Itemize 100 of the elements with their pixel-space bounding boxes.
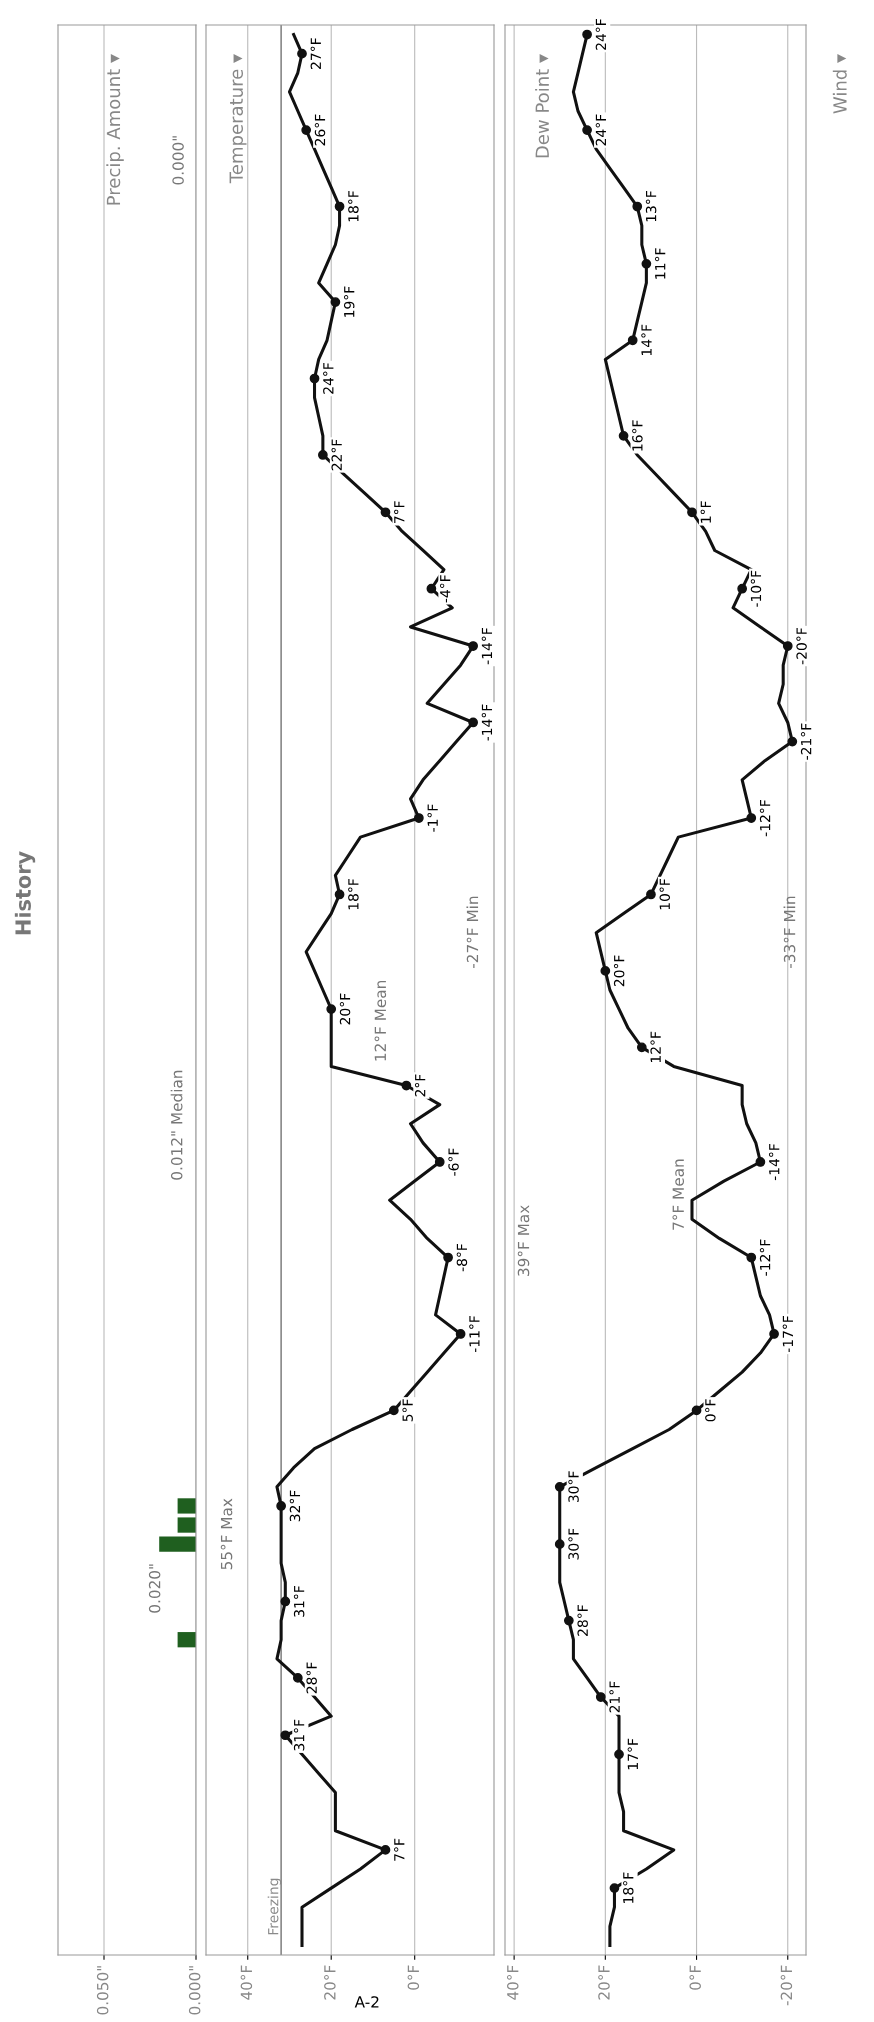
text: Precip. Amount ▾ xyxy=(106,54,124,205)
point xyxy=(600,966,611,976)
text: Temperature ▾ xyxy=(229,54,247,184)
ref-line-label: Freezing xyxy=(267,1878,282,1935)
data-label: -8°F xyxy=(456,1243,468,1272)
data-label: 0°F xyxy=(705,1399,716,1422)
data-label: 24°F xyxy=(595,19,606,50)
annotation: 0.020" xyxy=(148,1564,161,1613)
point xyxy=(687,507,697,518)
data-label: 26°F xyxy=(314,114,326,146)
point xyxy=(632,201,643,212)
data-label: 24°F xyxy=(595,114,606,146)
point xyxy=(468,717,478,728)
data-label: 22°F xyxy=(331,439,342,471)
point xyxy=(755,1157,766,1167)
data-label: -11°F xyxy=(469,1315,480,1353)
point xyxy=(618,430,629,441)
point xyxy=(455,1329,466,1339)
point xyxy=(627,335,638,346)
point xyxy=(737,583,748,594)
data-label: 19°F xyxy=(343,286,355,317)
point xyxy=(388,1405,399,1416)
data-label: 5°F xyxy=(402,1399,413,1422)
x-tick-label: -20°F xyxy=(780,1965,793,2006)
point xyxy=(746,1252,757,1263)
data-label: -20°F xyxy=(796,628,807,665)
annotation: 0.012" Median xyxy=(170,1070,183,1180)
annotation: 55°F Max xyxy=(220,1498,233,1570)
x-tick-label: 0.050" xyxy=(96,1966,109,2015)
point xyxy=(554,1481,565,1492)
point xyxy=(636,1042,647,1053)
point xyxy=(280,1596,291,1607)
point xyxy=(614,1749,624,1760)
data-label: 10°F xyxy=(659,878,671,910)
text: Dew Point ▾ xyxy=(535,54,550,158)
data-label: 24°F xyxy=(323,363,334,394)
x-tick-label: 40°F xyxy=(240,1965,253,2000)
data-label: 18°F xyxy=(348,191,359,222)
point xyxy=(380,1845,391,1855)
data-label: -4°F xyxy=(439,575,451,603)
annotation: 7°F Mean xyxy=(672,1159,685,1230)
point xyxy=(746,813,757,823)
data-label: -17°F xyxy=(782,1315,793,1353)
data-label: -14°F xyxy=(768,1143,780,1181)
data-label: 1°F xyxy=(700,501,711,523)
point xyxy=(401,1080,412,1091)
text: Wind ▾ xyxy=(832,54,847,114)
data-label: 16°F xyxy=(632,420,643,451)
point xyxy=(782,641,793,651)
point xyxy=(318,450,328,460)
data-label: 21°F xyxy=(609,1681,620,1713)
point xyxy=(276,1501,286,1511)
point xyxy=(309,373,320,384)
point xyxy=(563,1615,574,1626)
point xyxy=(468,641,478,651)
point xyxy=(280,1730,291,1741)
annotation: -33°F Min xyxy=(783,896,796,969)
point xyxy=(554,1539,565,1550)
point xyxy=(380,507,391,518)
data-label: 18°F xyxy=(623,1872,634,1903)
text: History xyxy=(14,851,36,935)
point xyxy=(646,889,656,900)
point xyxy=(595,1692,606,1702)
data-label: 27°F xyxy=(310,38,321,69)
data-label: -14°F xyxy=(481,704,493,741)
point xyxy=(297,48,307,59)
point xyxy=(691,1405,702,1416)
point xyxy=(292,1673,303,1683)
data-label: 14°F xyxy=(641,324,652,356)
data-label: 31°F xyxy=(293,1719,305,1751)
data-label: 13°F xyxy=(645,191,657,222)
data-label: 28°F xyxy=(306,1662,317,1694)
point xyxy=(787,736,798,747)
point xyxy=(582,29,592,40)
data-label: 20°F xyxy=(613,955,625,987)
point xyxy=(330,297,341,307)
annotation: -27°F Min xyxy=(466,896,479,969)
data-label: 11°F xyxy=(654,248,666,279)
point xyxy=(326,1004,337,1014)
x-tick-label: 40°F xyxy=(507,1965,519,2000)
annotation: 12°F Mean xyxy=(374,981,387,1061)
x-tick-label: 0°F xyxy=(689,1965,701,1990)
data-label: 18°F xyxy=(348,878,359,910)
data-label: 7°F xyxy=(394,501,405,524)
point xyxy=(334,201,345,212)
point xyxy=(334,889,345,900)
data-label: 31°F xyxy=(293,1585,305,1617)
data-label: -6°F xyxy=(448,1148,459,1176)
data-label: -21°F xyxy=(800,723,812,760)
data-label: 17°F xyxy=(627,1738,638,1770)
data-label: 32°F xyxy=(289,1490,301,1522)
point xyxy=(641,258,652,269)
data-label: -12°F xyxy=(759,800,771,837)
data-label: 30°F xyxy=(568,1528,579,1560)
data-label: -14°F xyxy=(481,628,493,665)
data-label: 7°F xyxy=(394,1838,405,1861)
data-label: -10°F xyxy=(750,570,762,607)
text: A-2 xyxy=(354,1996,379,2008)
point xyxy=(609,1883,620,1893)
point xyxy=(414,813,424,823)
